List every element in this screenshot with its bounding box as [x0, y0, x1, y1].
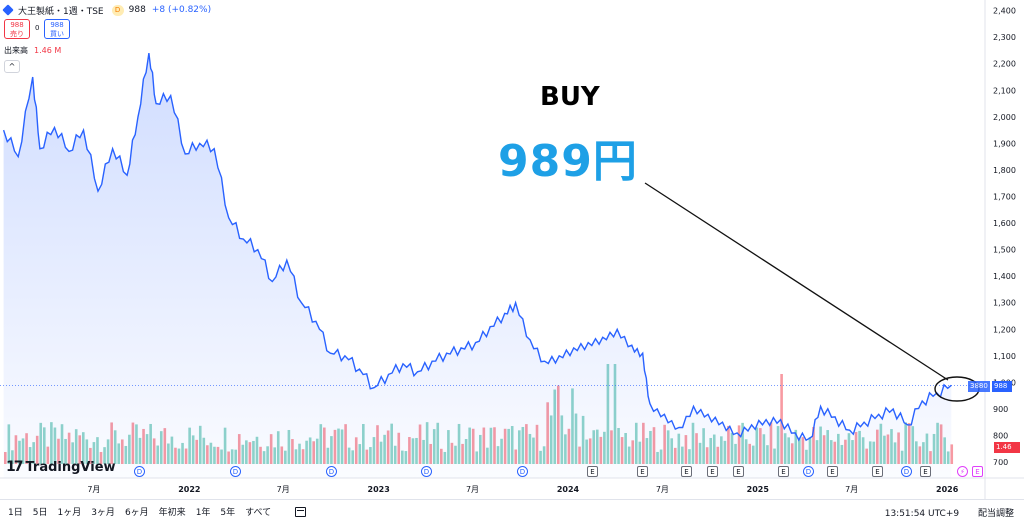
price-tick-label: 800	[993, 432, 1008, 441]
annotation-title: BUY	[540, 82, 600, 112]
time-tick-label: 7月	[87, 485, 100, 494]
time-tick-label: 7月	[656, 485, 669, 494]
timeframe-button[interactable]: 1年	[195, 508, 211, 518]
symbol-title[interactable]: 大王製紙・1週・TSE	[18, 6, 104, 17]
earnings-marker[interactable]: E	[733, 466, 744, 477]
earnings-marker[interactable]: E	[707, 466, 718, 477]
dividend-marker[interactable]: D	[230, 466, 241, 477]
volume-bar	[950, 444, 954, 464]
price-tick-label: 1,200	[993, 325, 1016, 334]
time-tick-label: 7月	[277, 485, 290, 494]
dividend-marker[interactable]: D	[517, 466, 528, 477]
tradingview-mark-icon: 17	[6, 459, 24, 475]
volume-bar	[780, 374, 783, 464]
time-axis[interactable]: 7月 2022 7月 2023 7月 2024 7月 2025 7月 2026	[87, 485, 958, 494]
spread-value: 0	[35, 24, 40, 32]
tradingview-logo[interactable]: 17 TradingView	[6, 459, 116, 475]
earnings-marker[interactable]: E	[972, 466, 983, 477]
flash-marker[interactable]: ⚡	[957, 466, 968, 477]
chart-legend: 大王製紙・1週・TSE D 988 +8 (+0.82%)	[2, 3, 212, 17]
time-tick-label: 7月	[845, 485, 858, 494]
price-tick-label: 2,300	[993, 33, 1016, 42]
clock[interactable]: 13:51:54 UTC+9	[884, 509, 960, 519]
time-tick-label: 2023	[368, 485, 390, 494]
price-tick-label: 1,800	[993, 166, 1016, 175]
volume-value: 1.46 M	[34, 46, 62, 55]
sell-button[interactable]: 988 売り	[4, 19, 30, 39]
volume-legend: 出来高 1.46 M	[4, 45, 61, 56]
dividend-marker[interactable]: D	[803, 466, 814, 477]
buy-button[interactable]: 988 買い	[44, 19, 70, 39]
time-tick-label: 2022	[178, 485, 200, 494]
timeframe-button[interactable]: 年初来	[158, 508, 186, 518]
price-tick-label: 700	[993, 458, 1008, 467]
timeframe-button[interactable]: 1ヶ月	[57, 508, 82, 518]
symbol-logo-icon	[2, 4, 14, 16]
price-tick-label: 1,300	[993, 299, 1016, 308]
timeframe-list: 1日 5日 1ヶ月 3ヶ月 6ヶ月 年初来 1年 5年 すべて	[0, 505, 273, 518]
price-chart[interactable]: 7008009001,0001,1001,2001,3001,4001,5001…	[0, 0, 1024, 499]
adjust-dividends-button[interactable]: 配当調整	[977, 509, 1014, 519]
buy-label: 買い	[50, 30, 64, 38]
earnings-marker[interactable]: E	[778, 466, 789, 477]
annotation-price: 989円	[498, 136, 638, 187]
price-tick-label: 2,100	[993, 86, 1016, 95]
price-tick-label: 2,400	[993, 7, 1016, 16]
price-tick-label: 1,700	[993, 193, 1016, 202]
bottom-toolbar: 1日 5日 1ヶ月 3ヶ月 6ヶ月 年初来 1年 5年 すべて 13:51:54 UTC+9 配…	[0, 499, 1024, 523]
timeframe-button[interactable]: 1日	[8, 508, 23, 518]
collapse-legend-button[interactable]: ^	[4, 60, 20, 73]
price-tick-label: 900	[993, 405, 1008, 414]
price-axis[interactable]: 7008009001,0001,1001,2001,3001,4001,5001…	[993, 7, 1016, 467]
calendar-icon[interactable]	[295, 506, 307, 517]
crosshair-price-tag: 3880	[968, 381, 990, 392]
earnings-marker[interactable]: E	[872, 466, 883, 477]
dividend-marker[interactable]: D	[326, 466, 337, 477]
earnings-marker[interactable]: E	[920, 466, 931, 477]
volume-label: 出来高	[4, 46, 28, 55]
price-tick-label: 1,500	[993, 246, 1016, 255]
timeframe-button[interactable]: 3ヶ月	[91, 508, 115, 518]
dividend-marker[interactable]: D	[134, 466, 145, 477]
price-change: +8 (+0.82%)	[151, 5, 212, 15]
price-tick-label: 1,100	[993, 352, 1016, 361]
dividend-marker[interactable]: D	[901, 466, 912, 477]
last-price: 988	[128, 5, 146, 15]
volume-tag: 1.46 M	[994, 442, 1020, 462]
tradingview-logo-text: TradingView	[25, 459, 116, 475]
price-tick-label: 2,200	[993, 60, 1016, 69]
timeframe-button[interactable]: 5年	[220, 508, 236, 518]
time-tick-label: 2024	[557, 485, 580, 494]
timeframe-button[interactable]: 5日	[32, 508, 48, 518]
earnings-marker[interactable]: E	[827, 466, 838, 477]
price-tick-label: 1,400	[993, 272, 1016, 281]
earnings-marker[interactable]: E	[637, 466, 648, 477]
timeframe-button[interactable]: すべて	[245, 508, 272, 518]
last-price-tag: 988	[992, 381, 1012, 392]
buy-price: 988	[50, 21, 64, 29]
time-tick-label: 2025	[747, 485, 770, 494]
earnings-marker[interactable]: E	[587, 466, 598, 477]
time-tick-label: 7月	[466, 485, 479, 494]
time-tick-label: 2026	[936, 485, 959, 494]
dividend-marker[interactable]: D	[421, 466, 432, 477]
price-tick-label: 1,600	[993, 219, 1016, 228]
sell-label: 売り	[10, 30, 24, 38]
toolbar-right: 13:51:54 UTC+9 配当調整	[869, 506, 1014, 519]
timeframe-button[interactable]: 6ヶ月	[124, 508, 149, 518]
earnings-marker[interactable]: E	[681, 466, 692, 477]
annotation-arrow	[644, 182, 949, 381]
sell-price: 988	[10, 21, 24, 29]
price-tick-label: 1,900	[993, 139, 1016, 148]
price-line	[2, 52, 952, 442]
price-area	[3, 53, 952, 478]
dividend-badge[interactable]: D	[111, 4, 124, 16]
price-tick-label: 2,000	[993, 113, 1016, 122]
